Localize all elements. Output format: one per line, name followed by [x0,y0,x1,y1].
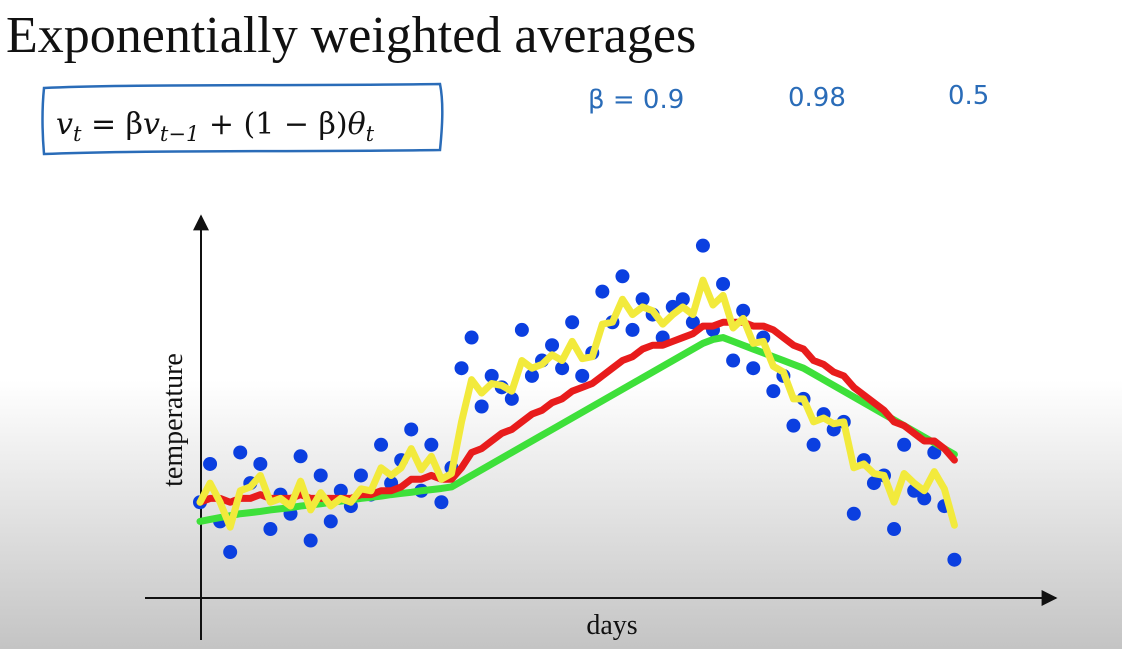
slide-title: Exponentially weighted averages [6,7,696,64]
data-point [323,514,338,529]
data-point [203,456,218,471]
x-axis-label: days [586,610,637,641]
formula-sub: t [73,122,82,146]
data-point [353,468,368,483]
data-point [333,483,348,498]
data-point [736,303,751,318]
data-point [635,292,650,307]
data-point [303,533,318,548]
data-point [545,338,560,353]
data-point [233,445,248,460]
data-point [223,545,238,560]
data-point [786,418,801,433]
data-point [675,292,690,307]
average-line [196,334,958,525]
data-point [806,437,821,452]
data-point [524,368,539,383]
average-line [196,276,958,531]
formula-sub: t−1 [160,122,199,146]
data-point [263,522,278,537]
data-point [746,361,761,376]
formula-sub: t [366,122,375,146]
data-point [514,322,529,337]
formula-part: v [143,107,160,142]
data-point [424,437,439,452]
data-point [464,330,479,345]
plot-area [193,238,962,567]
annotation: β = 0.9 [588,85,684,115]
data-point [947,552,962,567]
formula-part: + (1 − β) [199,107,347,142]
data-point [313,468,328,483]
data-point [927,445,942,460]
formula-part: = β [81,107,143,142]
annotation: 0.98 [788,83,846,113]
data-point [555,361,570,376]
data-point [454,361,469,376]
data-point [625,322,640,337]
data-point [897,437,912,452]
data-point [615,269,630,284]
data-point [685,315,700,330]
data-point [253,456,268,471]
data-point [434,495,449,510]
data-point [917,491,932,506]
data-point [766,384,781,399]
data-point [504,391,519,406]
data-point [474,399,489,414]
formula-part: v [56,107,73,142]
data-point [887,522,902,537]
y-axis-label: temperature [158,353,189,487]
data-point [484,368,499,383]
data-point [293,449,308,464]
data-point [726,353,741,368]
data-point [716,276,731,291]
data-point [866,476,881,491]
data-point [374,437,389,452]
formula-box [41,82,444,156]
formula-part: θ [348,107,366,142]
formula: vt = βvt−1 + (1 − β)θt [56,107,375,146]
data-point [575,368,590,383]
data-point [595,284,610,299]
data-point [846,506,861,521]
data-point [404,422,419,437]
annotation: 0.5 [948,81,989,111]
data-point [565,315,580,330]
data-point [695,238,710,253]
